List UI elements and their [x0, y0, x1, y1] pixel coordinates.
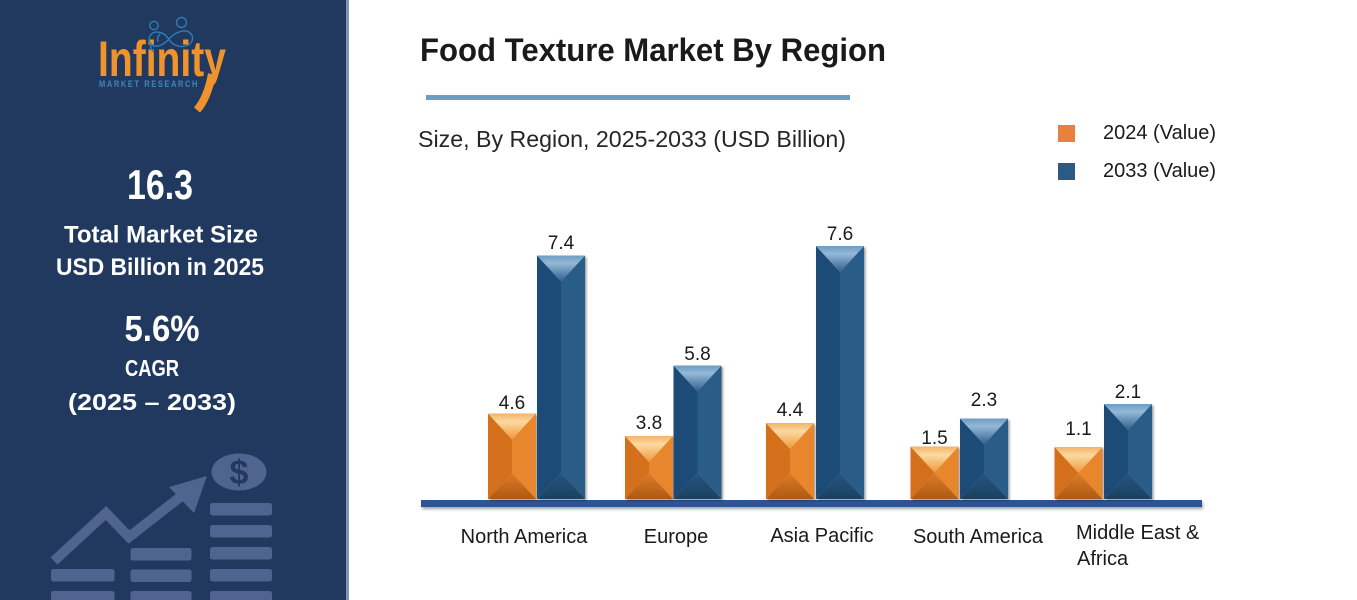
svg-text:MARKET RESEARCH: MARKET RESEARCH	[99, 79, 199, 90]
svg-text:5.6%: 5.6%	[125, 308, 200, 349]
svg-text:2.3: 2.3	[971, 390, 997, 411]
svg-text:2024 (Value): 2024 (Value)	[1103, 122, 1216, 144]
svg-text:16.3: 16.3	[127, 161, 193, 208]
svg-text:North America: North America	[461, 526, 589, 548]
svg-text:2033 (Value): 2033 (Value)	[1103, 160, 1216, 182]
svg-text:Africa: Africa	[1077, 548, 1129, 570]
svg-text:4.6: 4.6	[499, 393, 525, 414]
svg-text:1.5: 1.5	[921, 428, 947, 449]
svg-text:Asia Pacific: Asia Pacific	[770, 525, 873, 547]
svg-text:2.1: 2.1	[1115, 382, 1141, 403]
svg-text:USD Billion in 2025: USD Billion in 2025	[56, 254, 264, 281]
svg-text:$: $	[230, 454, 249, 492]
svg-text:4.4: 4.4	[777, 400, 804, 421]
svg-text:Size, By Region, 2025-2033 (US: Size, By Region, 2025-2033 (USD Billion)	[418, 126, 846, 152]
svg-text:3.8: 3.8	[636, 413, 662, 434]
svg-text:CAGR: CAGR	[125, 355, 179, 381]
svg-text:7.6: 7.6	[827, 224, 853, 245]
svg-text:Total Market Size: Total Market Size	[64, 222, 258, 249]
svg-text:Europe: Europe	[644, 526, 709, 548]
svg-text:Infinity: Infinity	[98, 31, 226, 87]
svg-text:Food Texture Market By Region: Food Texture Market By Region	[420, 32, 886, 68]
svg-text:Middle East &: Middle East &	[1076, 522, 1200, 544]
svg-text:(2025 – 2033): (2025 – 2033)	[68, 389, 236, 415]
svg-text:1.1: 1.1	[1065, 419, 1091, 440]
svg-text:5.8: 5.8	[684, 344, 710, 365]
svg-text:South America: South America	[913, 526, 1044, 548]
svg-text:7.4: 7.4	[548, 233, 575, 254]
